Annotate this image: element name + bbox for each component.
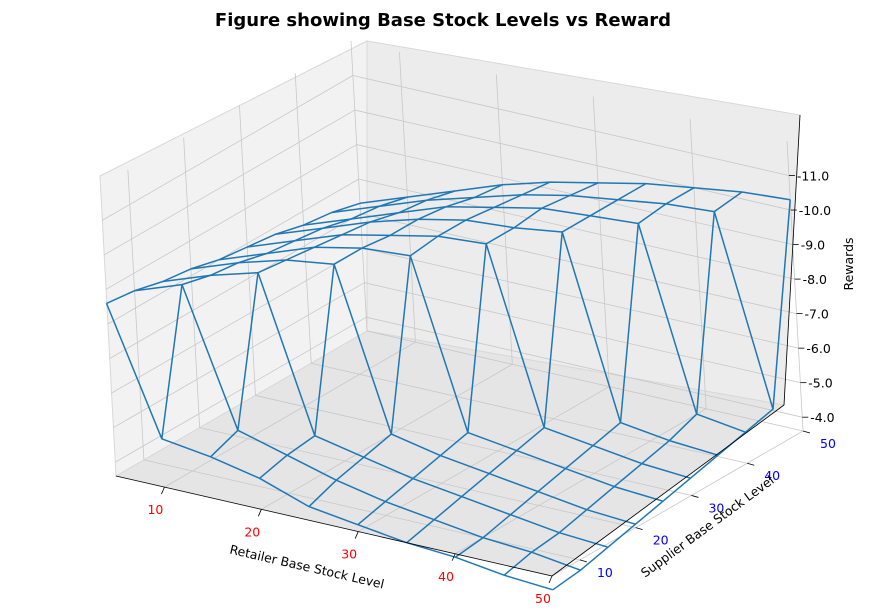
axes-panes (99, 40, 801, 577)
z-gridline-left (105, 144, 357, 290)
z-tick-label: -5.0 (808, 376, 832, 391)
z-gridline-left (111, 247, 363, 394)
z-axis-line (783, 114, 801, 406)
x-tick-label: 20 (244, 524, 260, 539)
wire-line-y40 (303, 205, 746, 433)
wire-line-y45 (331, 194, 774, 410)
wire-line-y15 (162, 271, 609, 548)
z-gridline-left (115, 316, 367, 463)
x-axis-line (115, 475, 553, 577)
x-tick-mark (548, 575, 553, 584)
y-gridline-floor (255, 395, 692, 496)
wire-line-y10 (134, 283, 581, 571)
wire-line-x5 (106, 202, 361, 305)
tick-marks-and-labels: 10 20 30 40 50 10 20 30 40 50 -4.0 -5.0 -6.0 -7.0 -8.0… (147, 169, 836, 607)
x-tick-mark (161, 486, 165, 495)
wire-line-y30 (247, 233, 691, 479)
y-tick-label: 10 (597, 565, 613, 580)
z-gridline-left (113, 282, 365, 429)
y-tick-label: 20 (653, 533, 669, 548)
z-gridline-left (107, 178, 359, 325)
x-axis-label: Retailer Base Stock Level (228, 542, 385, 592)
wire-line-y20 (190, 259, 636, 525)
wire-line-x45 (503, 191, 743, 576)
z-gridline-back (352, 75, 789, 176)
y-gridline-floor (143, 459, 580, 561)
wire-line-x25 (308, 181, 551, 508)
z-gridline-back (362, 247, 799, 349)
x-gridline-floor (551, 430, 804, 577)
surface-wireframe (105, 181, 791, 591)
x-tick-mark (451, 553, 456, 561)
z-tick-label: -4.0 (810, 410, 834, 425)
y-tick-label: 40 (764, 468, 780, 483)
y-tick-label: 50 (820, 436, 836, 451)
wire-line-x40 (454, 187, 695, 558)
z-tick-label: -9.0 (801, 238, 825, 253)
wire-line-y25 (219, 246, 664, 502)
y-gridline-floor (311, 362, 748, 464)
wire-line-x10 (161, 196, 408, 439)
y-tick-label: 30 (708, 500, 724, 515)
y-tick-mark (579, 559, 587, 563)
z-gridline-back (354, 109, 791, 211)
wire-line-x30 (357, 182, 599, 526)
x-gridline-floor (261, 363, 513, 510)
wire-line-y5 (105, 303, 554, 591)
y-tick-mark (747, 462, 755, 466)
y-tick-mark (691, 495, 699, 498)
z-gridline-back (366, 316, 803, 418)
z-tick-label: -11.0 (797, 169, 829, 184)
x-tick-label: 40 (438, 569, 454, 584)
x-tick-label: 50 (535, 591, 551, 606)
z-tick-label: -6.0 (806, 341, 830, 356)
wire-line-y35 (275, 218, 719, 456)
z-gridline-back (358, 178, 795, 280)
z-gridline-back (364, 282, 801, 384)
y-gridline-floor (199, 427, 636, 529)
wire-line-x15 (210, 190, 456, 458)
y-axis-line (551, 404, 785, 577)
wire-line-x35 (406, 182, 647, 544)
x-gridline-floor (164, 341, 416, 488)
wire-line-y50 (359, 181, 791, 205)
axis-lines (115, 114, 801, 577)
x-tick-label: 30 (341, 547, 357, 562)
z-gridline-back (356, 144, 793, 245)
x-tick-mark (354, 531, 359, 539)
chart-title: Figure showing Base Stock Levels vs Rewa… (215, 10, 671, 31)
z-tick-label: -10.0 (799, 203, 831, 218)
z-axis-label: Rewards (841, 237, 856, 290)
z-gridline-left (103, 109, 356, 256)
wire-line-x50 (552, 199, 791, 591)
x-gridline-floor (454, 408, 707, 555)
z-tick-label: -8.0 (803, 272, 827, 287)
z-gridline-back (360, 213, 797, 315)
gridlines (101, 40, 804, 577)
z-gridline-left (101, 75, 354, 221)
y-tick-mark (635, 527, 643, 531)
x-tick-label: 10 (147, 502, 163, 517)
y-tick-mark (802, 430, 811, 434)
x-tick-mark (257, 509, 262, 517)
wire-line-x20 (259, 184, 503, 479)
z-tick-label: -7.0 (805, 307, 829, 322)
